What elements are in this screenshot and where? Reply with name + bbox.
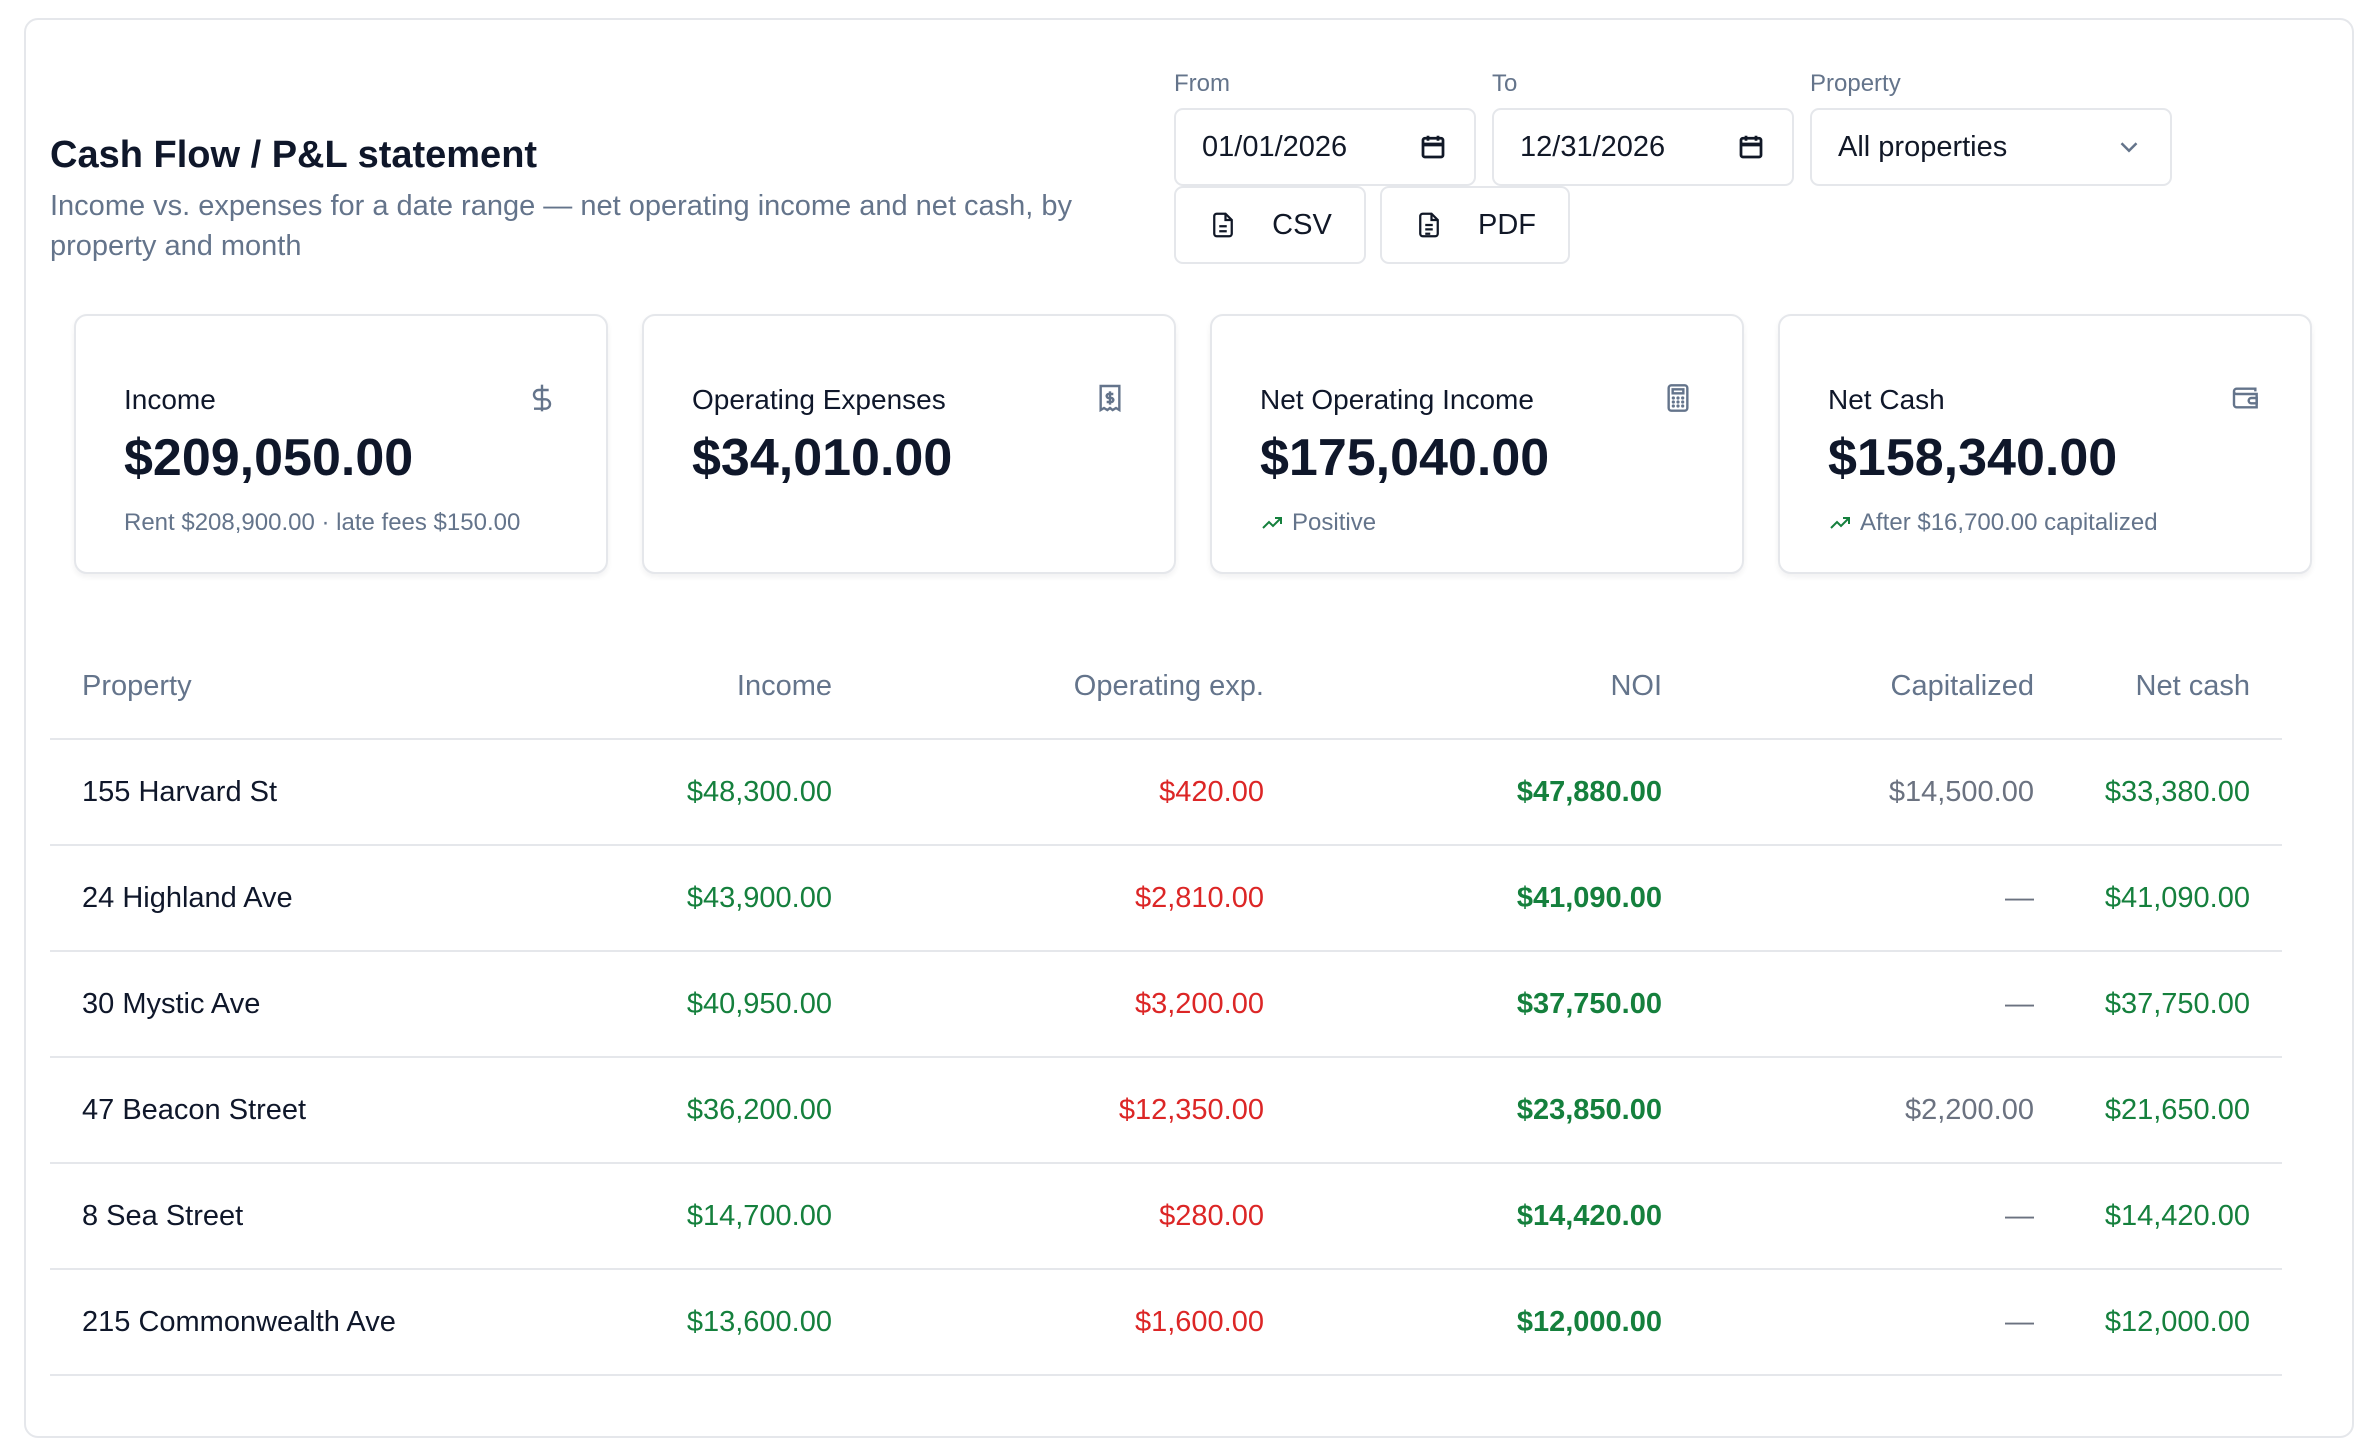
from-label: From [1174,70,1230,97]
to-date-value: 12/31/2026 [1520,130,1666,163]
wallet-icon [2232,387,2258,409]
card-value: $34,010.00 [692,429,953,487]
noi-cell: $23,850.00 [1296,1057,1694,1164]
income-cell: $13,600.00 [494,1269,864,1376]
page-subtitle: Income vs. expenses for a date range — n… [50,190,1073,262]
property-select[interactable]: All properties [1810,108,2172,186]
capitalized-cell: — [1694,1163,2066,1270]
table-row[interactable]: 155 Harvard St $48,300.00 $420.00 $47,88… [50,739,2282,846]
property-cell: 47 Beacon Street [50,1057,494,1164]
col-header-capitalized[interactable]: Capitalized [1694,634,2066,740]
to-label: To [1492,70,1518,97]
income-cell: $14,700.00 [494,1163,864,1270]
operating-exp-cell: $2,810.00 [864,845,1296,952]
chevron-down-icon [2120,142,2138,153]
table-row[interactable]: 24 Highland Ave $43,900.00 $2,810.00 $41… [50,845,2282,952]
noi-card: Net Operating Income $175,040.00 Positiv… [1210,314,1744,574]
card-subtext: Rent $208,900.00 · late fees $150.00 [124,509,521,536]
table-header-row: Property Income Operating exp. NOI Capit… [50,634,2282,740]
operating-exp-cell: $1,600.00 [864,1269,1296,1376]
capitalized-cell: $14,500.00 [1694,739,2066,846]
export-pdf-label: PDF [1478,208,1536,241]
col-header-operating-exp[interactable]: Operating exp. [864,634,1296,740]
calculator-icon [1667,384,1689,412]
property-cell: 30 Mystic Ave [50,951,494,1058]
net-cash-cell: $21,650.00 [2066,1057,2282,1164]
card-subtext: Positive [1260,509,1376,537]
to-date-input[interactable]: 12/31/2026 [1492,108,1794,186]
calendar-icon[interactable] [1418,132,1448,162]
property-cell: 24 Highland Ave [50,845,494,952]
income-card: Income $209,050.00 Rent $208,900.00 · la… [74,314,608,574]
income-cell: $36,200.00 [494,1057,864,1164]
operating-exp-cell: $3,200.00 [864,951,1296,1058]
export-csv-button[interactable]: CSV [1174,186,1366,264]
noi-cell: $41,090.00 [1296,845,1694,952]
col-header-noi[interactable]: NOI [1296,634,1694,740]
trending-up-icon [1830,517,1850,529]
operating-expenses-card: Operating Expenses $34,010.00 [642,314,1176,574]
card-value: $175,040.00 [1260,429,1550,487]
card-label: Income [124,384,216,415]
card-subtext: After $16,700.00 capitalized [1828,509,2158,537]
file-csv-icon [1213,212,1234,238]
card-label: Operating Expenses [692,384,946,415]
net-cash-cell: $41,090.00 [2066,845,2282,952]
receipt-icon [1099,384,1121,413]
table-row[interactable]: 8 Sea Street $14,700.00 $280.00 $14,420.… [50,1163,2282,1270]
net-cash-cell: $37,750.00 [2066,951,2282,1058]
operating-exp-cell: $12,350.00 [864,1057,1296,1164]
capitalized-cell: $2,200.00 [1694,1057,2066,1164]
from-date-value: 01/01/2026 [1202,130,1348,163]
capitalized-cell: — [1694,845,2066,952]
col-header-property[interactable]: Property [50,634,494,740]
net-cash-card: Net Cash $158,340.00 After $16,700.00 ca… [1778,314,2312,574]
net-cash-cell: $14,420.00 [2066,1163,2282,1270]
noi-cell: $47,880.00 [1296,739,1694,846]
noi-cell: $12,000.00 [1296,1269,1694,1376]
card-label: Net Cash [1828,384,1945,415]
export-csv-label: CSV [1272,208,1332,241]
dollar-icon [532,384,552,412]
property-pl-table: Property Income Operating exp. NOI Capit… [50,634,2282,1376]
capitalized-cell: — [1694,1269,2066,1376]
trending-up-icon [1262,517,1282,529]
from-date-input[interactable]: 01/01/2026 [1174,108,1476,186]
card-value: $209,050.00 [124,429,414,487]
operating-exp-cell: $280.00 [864,1163,1296,1270]
col-header-net-cash[interactable]: Net cash [2066,634,2282,740]
net-cash-cell: $12,000.00 [2066,1269,2282,1376]
card-value: $158,340.00 [1828,429,2118,487]
page-title: Cash Flow / P&L statement [50,134,538,176]
card-label: Net Operating Income [1260,384,1534,415]
property-select-value: All properties [1838,130,2008,163]
capitalized-cell: — [1694,951,2066,1058]
operating-exp-cell: $420.00 [864,739,1296,846]
income-cell: $48,300.00 [494,739,864,846]
calendar-icon[interactable] [1736,132,1766,162]
income-cell: $40,950.00 [494,951,864,1058]
property-cell: 215 Commonwealth Ave [50,1269,494,1376]
file-pdf-icon [1419,212,1439,238]
property-label: Property [1810,70,1901,97]
table-row[interactable]: 47 Beacon Street $36,200.00 $12,350.00 $… [50,1057,2282,1164]
income-cell: $43,900.00 [494,845,864,952]
table-row[interactable]: 30 Mystic Ave $40,950.00 $3,200.00 $37,7… [50,951,2282,1058]
table-row[interactable]: 215 Commonwealth Ave $13,600.00 $1,600.0… [50,1269,2282,1376]
property-cell: 8 Sea Street [50,1163,494,1270]
net-cash-cell: $33,380.00 [2066,739,2282,846]
col-header-income[interactable]: Income [494,634,864,740]
export-pdf-button[interactable]: PDF [1380,186,1570,264]
noi-cell: $37,750.00 [1296,951,1694,1058]
noi-cell: $14,420.00 [1296,1163,1694,1270]
property-cell: 155 Harvard St [50,739,494,846]
